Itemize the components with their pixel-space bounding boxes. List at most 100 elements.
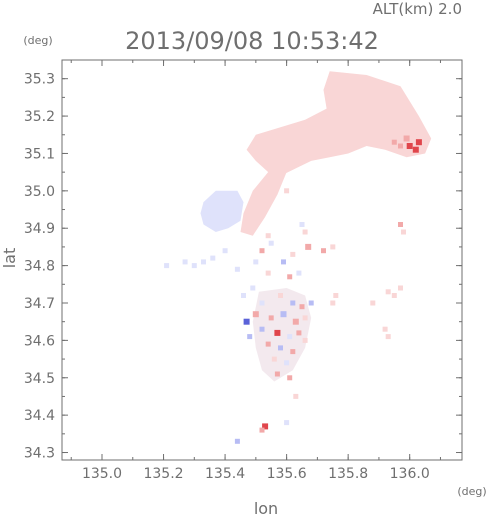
data-point <box>287 334 293 340</box>
data-point <box>191 263 197 269</box>
data-point <box>222 248 228 254</box>
data-point <box>278 345 283 351</box>
data-point <box>268 315 274 321</box>
region-northeast-echo <box>246 71 432 176</box>
x-tick-label: 136.0 <box>390 466 430 482</box>
data-point <box>259 326 265 332</box>
data-point <box>391 293 397 298</box>
data-point <box>259 427 265 433</box>
data-point <box>271 356 277 362</box>
y-tick-label: 34.4 <box>24 408 55 424</box>
data-point <box>398 143 403 149</box>
data-point <box>201 259 206 265</box>
y-tick-label: 35.0 <box>24 184 55 200</box>
data-point <box>265 233 271 239</box>
data-point <box>243 318 250 325</box>
y-tick-label: 34.7 <box>24 296 55 312</box>
y-tick-label: 35.1 <box>24 146 55 162</box>
data-point <box>265 270 271 276</box>
data-point <box>281 259 286 265</box>
data-point <box>308 300 314 306</box>
data-point <box>280 311 287 318</box>
data-point <box>204 203 210 209</box>
data-point <box>292 318 299 325</box>
x-axis-label: lon <box>254 499 278 518</box>
region-west-cold-echo <box>200 190 244 232</box>
data-point <box>290 251 296 257</box>
echo-points <box>164 83 422 444</box>
data-point <box>247 225 253 231</box>
data-point <box>385 289 391 295</box>
data-point <box>370 300 376 306</box>
data-point <box>299 304 305 310</box>
chart-title: 2013/09/08 10:53:42 <box>125 27 379 55</box>
data-point <box>382 326 388 332</box>
data-point <box>290 349 296 355</box>
y-tick-label: 35.3 <box>24 72 55 88</box>
data-point <box>182 259 188 265</box>
data-point <box>333 113 339 119</box>
data-point <box>305 243 312 250</box>
plot-frame <box>61 59 463 461</box>
data-point <box>296 330 302 336</box>
data-point <box>259 207 265 212</box>
y-tick-label: 34.9 <box>24 221 55 237</box>
data-point <box>321 248 326 254</box>
region-core-cluster <box>252 288 312 382</box>
data-point <box>290 300 296 306</box>
echo-regions <box>200 71 432 382</box>
data-point <box>398 222 403 227</box>
data-point <box>219 195 225 201</box>
data-point <box>234 266 240 272</box>
data-point <box>398 285 403 291</box>
data-point <box>330 244 336 250</box>
y-tick-label: 34.8 <box>24 259 55 275</box>
data-point <box>302 315 308 321</box>
y-axis-ticks: 34.3 34.4 34.5 34.6 34.7 34.8 34.9 35.0 35.1 35.2… <box>24 59 462 462</box>
data-point <box>241 293 246 298</box>
data-point <box>333 293 339 298</box>
y-tick-label: 35.2 <box>24 109 55 125</box>
y-tick-label: 34.3 <box>24 446 55 462</box>
data-point <box>406 143 413 149</box>
y-tick-label: 34.5 <box>24 371 55 387</box>
data-point <box>351 83 357 89</box>
alt-label: ALT(km) 2.0 <box>373 0 462 18</box>
data-point <box>415 139 422 146</box>
data-point <box>234 438 240 444</box>
x-tick-label: 135.4 <box>205 466 245 482</box>
data-point <box>284 420 290 426</box>
data-point <box>330 300 336 306</box>
x-unit-label: (deg) <box>457 485 486 498</box>
data-point <box>164 263 170 269</box>
y-unit-label: (deg) <box>23 34 52 47</box>
data-point <box>284 188 290 194</box>
data-point <box>302 337 308 343</box>
data-point <box>274 158 280 164</box>
data-point <box>259 248 265 254</box>
data-point <box>262 423 269 430</box>
data-point <box>252 311 259 318</box>
data-point <box>412 146 419 153</box>
data-point <box>287 375 293 381</box>
data-point <box>274 371 280 377</box>
data-point <box>247 334 253 340</box>
data-point <box>293 393 299 399</box>
region-tail-echo <box>240 168 287 236</box>
data-point <box>385 334 391 340</box>
data-point <box>274 329 281 336</box>
data-point <box>268 240 274 246</box>
data-point <box>253 259 259 265</box>
data-point <box>370 98 376 104</box>
x-tick-label: 135.6 <box>267 466 307 482</box>
data-point <box>302 229 308 235</box>
data-point <box>403 135 410 142</box>
data-point <box>311 136 317 141</box>
x-axis-ticks: 135.0 135.2 135.4 135.6 135.8 136.0 <box>70 60 441 482</box>
data-point <box>401 229 406 235</box>
data-point <box>391 139 397 145</box>
x-tick-label: 135.2 <box>143 466 183 482</box>
x-tick-label: 135.8 <box>328 466 368 482</box>
y-axis-label: lat <box>0 248 19 269</box>
x-tick-label: 135.0 <box>82 466 122 482</box>
